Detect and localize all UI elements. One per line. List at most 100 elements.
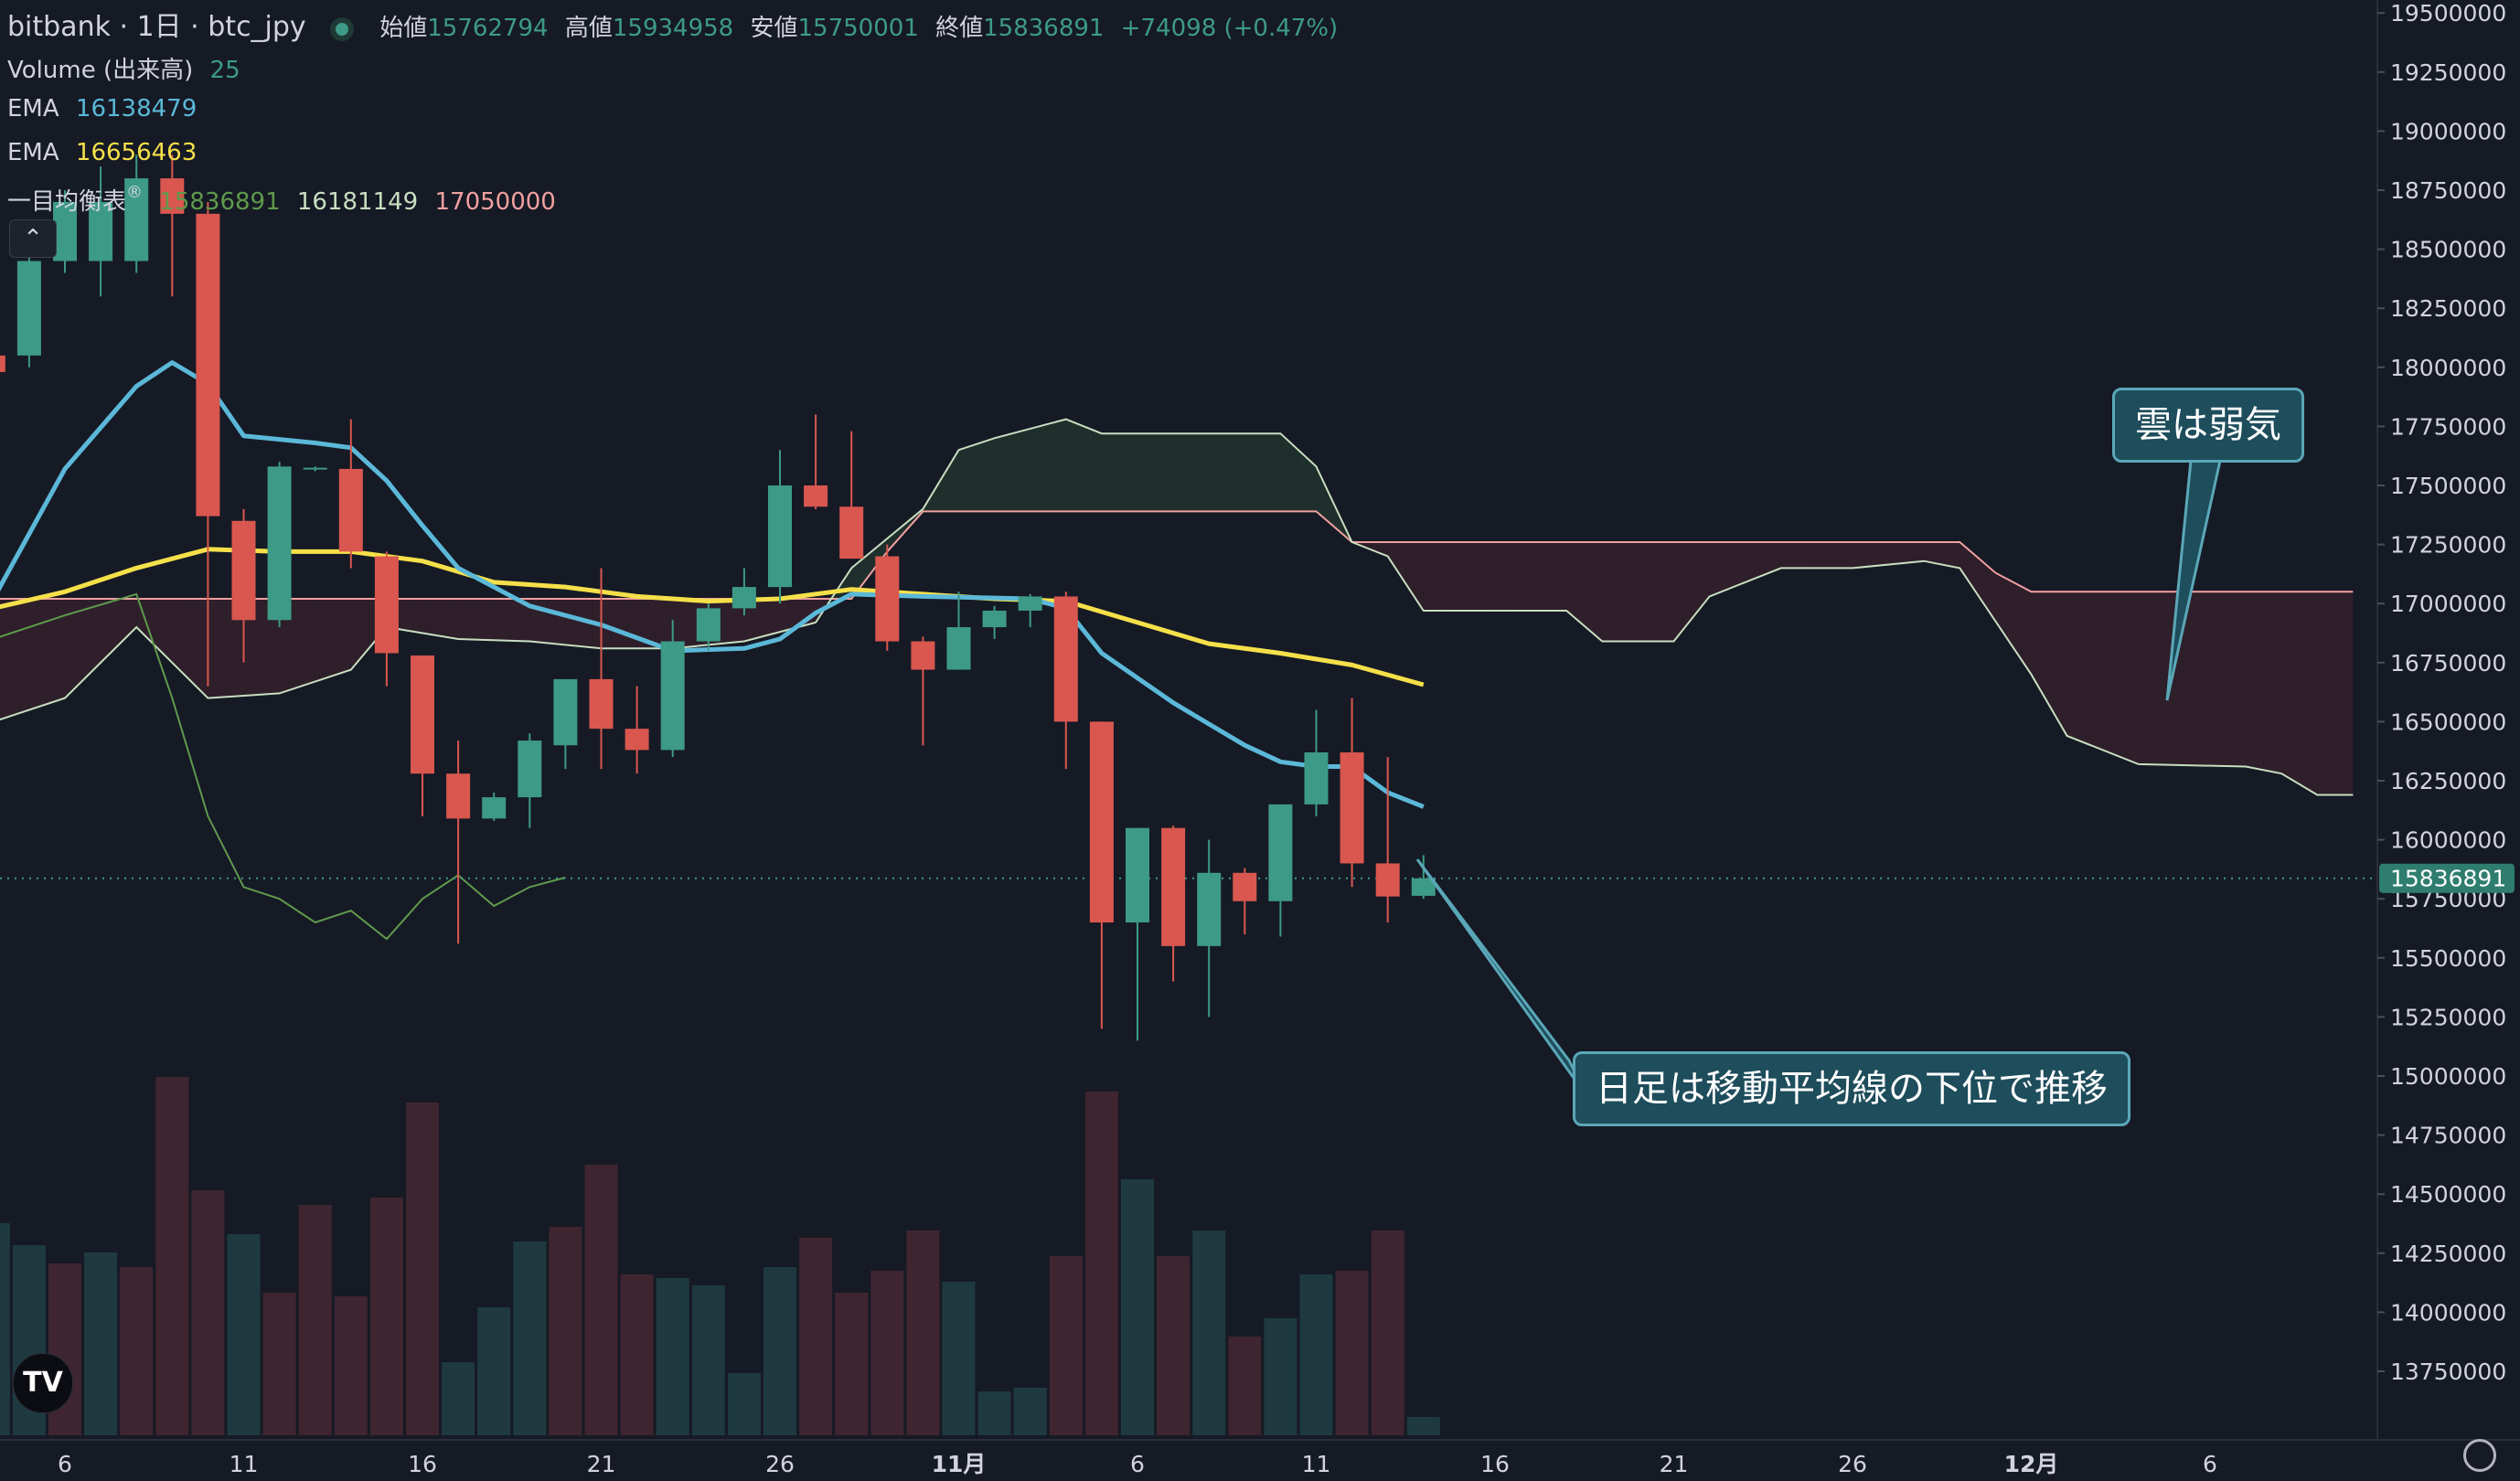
cloud-segment: [350, 599, 360, 670]
cloud-segment: [1093, 430, 1102, 512]
cloud-segment: [2210, 591, 2219, 766]
cloud-segment: [1450, 542, 1459, 611]
volume-legend[interactable]: Volume (出来高) 25: [7, 51, 250, 85]
cloud-segment: [788, 599, 798, 630]
candle-body: [589, 678, 614, 730]
time-tick-label: 26: [765, 1451, 795, 1477]
volume-bar: [1371, 1231, 1404, 1435]
cloud-segment: [1602, 542, 1612, 642]
cloud-segment: [2120, 591, 2130, 762]
cloud-segment: [333, 599, 343, 677]
cloud-segment: [1200, 433, 1210, 512]
cloud-segment: [1209, 433, 1218, 512]
volume-bar: [227, 1234, 261, 1435]
volume-bar: [155, 1077, 189, 1435]
cloud-segment: [932, 479, 941, 512]
cloud-segment: [1861, 542, 1871, 568]
cloud-segment: [860, 553, 870, 588]
cloud-segment: [154, 599, 164, 655]
cloud-segment: [1307, 458, 1317, 512]
time-tick-label: 11: [1302, 1451, 1331, 1477]
high-value: 15934958: [612, 15, 734, 42]
collapse-legend-button[interactable]: ⌃: [9, 219, 57, 258]
cloud-segment: [288, 599, 298, 691]
cloud-segment: [1048, 421, 1058, 512]
cloud-segment: [485, 599, 495, 641]
cloud-segment: [2093, 591, 2103, 751]
cloud-segment: [1548, 542, 1558, 611]
cloud-segment: [449, 599, 459, 639]
logo-text: TV: [23, 1367, 63, 1399]
volume-bar: [1335, 1271, 1369, 1435]
cloud-segment: [539, 599, 548, 644]
cloud-segment: [1780, 542, 1790, 569]
candle-body: [267, 466, 292, 621]
cloud-segment: [1271, 433, 1281, 512]
price-tick-label: 16000000: [2390, 827, 2506, 854]
cloud-segment: [1297, 450, 1308, 512]
price-tick-label: 13750000: [2390, 1358, 2506, 1385]
volume-bar: [977, 1391, 1011, 1435]
volume-bar: [369, 1198, 403, 1435]
price-tick-label: 17000000: [2390, 591, 2506, 617]
ema-fast-legend[interactable]: EMA 16138479: [7, 95, 206, 123]
time-tick-label: 11: [230, 1451, 259, 1477]
candle-annotation[interactable]: 日足は移動平均線の下位で推移: [1573, 1051, 2130, 1126]
cloud-segment: [1539, 542, 1549, 611]
cloud-segment: [1977, 557, 1987, 609]
cloud-segment: [1254, 433, 1263, 512]
cloud-segment: [636, 599, 646, 649]
cloud-segment: [1584, 542, 1594, 634]
gear-icon[interactable]: [2463, 1439, 2496, 1472]
volume-bar: [1228, 1337, 1262, 1435]
cloud-segment: [172, 599, 182, 672]
cloud-segment: [2031, 591, 2041, 690]
cloud-segment: [574, 599, 583, 647]
candle-body: [160, 178, 185, 214]
cloud-segment: [1924, 542, 1933, 563]
cloud-segment: [994, 435, 1004, 512]
cloud-segment: [91, 599, 101, 672]
tradingview-logo[interactable]: TV: [13, 1353, 73, 1413]
cloud-segment: [1673, 542, 1683, 642]
ema-slow-label: EMA: [7, 139, 59, 166]
cloud-segment: [771, 599, 780, 634]
cloud-segment: [47, 599, 57, 705]
cloud-segment: [1289, 442, 1298, 512]
candle-annotation-text: 日足は移動平均線の下位で推移: [1596, 1068, 2108, 1110]
cloud-segment: [1137, 433, 1147, 512]
candle-body: [1268, 804, 1293, 901]
cloud-segment: [896, 523, 905, 542]
candle-body: [0, 355, 5, 372]
cloud-segment: [144, 599, 155, 645]
candle-body: [1233, 872, 1257, 901]
candle-body: [731, 587, 756, 609]
price-tick-label: 14750000: [2390, 1123, 2506, 1149]
ichimoku-legend[interactable]: 一目均衡表® 15836891 16181149 17050000: [7, 183, 565, 217]
volume-bar: [191, 1190, 225, 1435]
cloud-annotation[interactable]: 雲は弱気: [2112, 388, 2304, 463]
cloud-segment: [1244, 433, 1255, 512]
ichimoku-cloud: [0, 418, 2354, 796]
ema-fast-label: EMA: [7, 95, 59, 123]
ema-fast-value: 16138479: [75, 95, 198, 123]
cloud-segment: [2246, 591, 2255, 769]
cloud-segment: [1870, 542, 1880, 567]
candle-body: [982, 610, 1007, 628]
cloud-segment: [1906, 542, 1916, 563]
cloud-segment: [1235, 433, 1245, 512]
time-tick-label: 16: [408, 1451, 437, 1477]
cloud-segment: [2138, 591, 2148, 765]
cloud-segment: [1280, 433, 1290, 512]
ema-slow-legend[interactable]: EMA 16656463: [7, 139, 206, 166]
time-tick-label: 12月: [2004, 1451, 2059, 1477]
cloud-segment: [1709, 542, 1719, 597]
open-value: 15762794: [427, 15, 549, 42]
symbol-label[interactable]: bitbank · 1日 · btc_jpy: [7, 11, 306, 43]
cloud-segment: [1593, 542, 1603, 642]
volume-bar: [1013, 1388, 1047, 1435]
cloud-segment: [1012, 431, 1021, 512]
cloud-segment: [1370, 542, 1379, 553]
